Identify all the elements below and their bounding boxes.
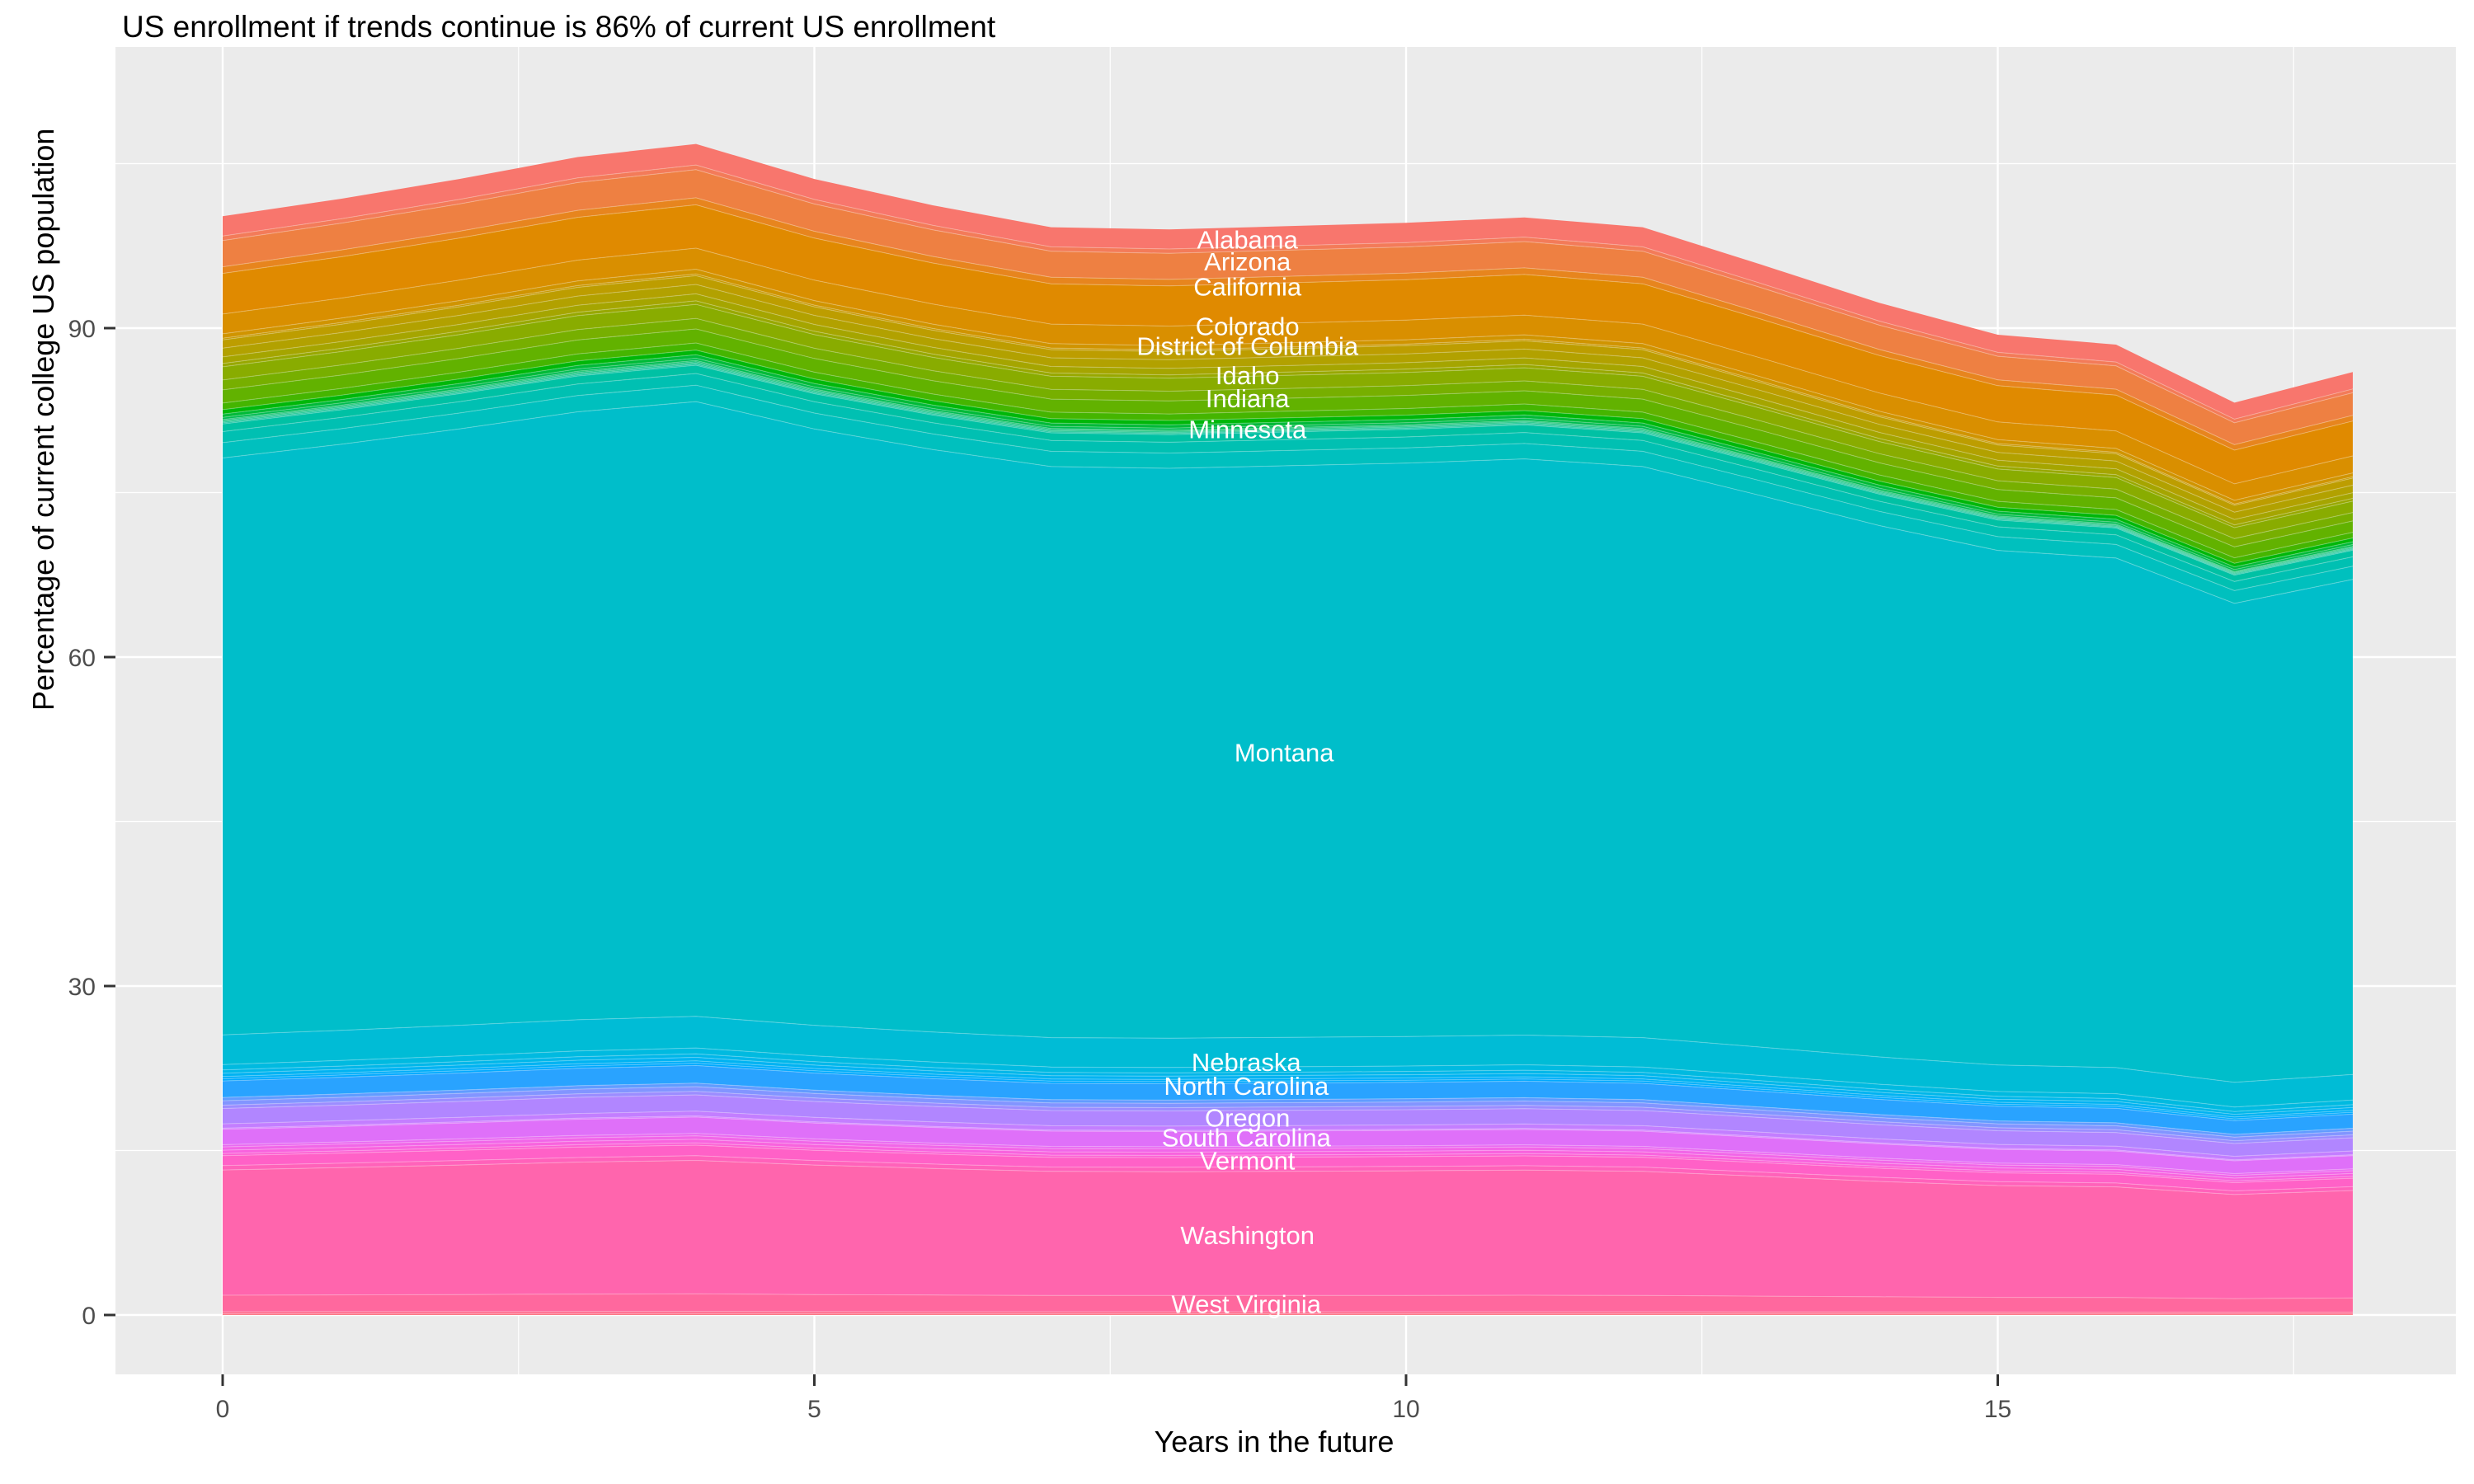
boundary-line xyxy=(222,1142,2354,1181)
boundary-line xyxy=(222,1056,2354,1115)
boundary-line xyxy=(222,303,2354,528)
boundary-line xyxy=(222,169,2354,424)
area-label-arizona: Arizona xyxy=(1204,247,1291,276)
boundary-line xyxy=(222,359,2354,572)
area-washington xyxy=(223,1160,2353,1299)
boundary-line xyxy=(222,1016,2354,1083)
tick-labels: 0 5 10 15 0 30 60 90 xyxy=(68,316,2012,1423)
area-vermont xyxy=(223,1145,2353,1191)
area-label-indiana: Indiana xyxy=(1206,384,1290,413)
area-label-montana: Montana xyxy=(1235,739,1334,768)
boundary-line xyxy=(222,1064,2354,1121)
boundary-line xyxy=(222,204,2354,451)
area-label-oregon: Oregon xyxy=(1205,1104,1290,1133)
boundary-line xyxy=(222,275,2354,506)
boundary-line xyxy=(222,1293,2354,1299)
boundary-line xyxy=(222,300,2354,526)
boundary-line xyxy=(222,247,2354,485)
area-nebraska xyxy=(223,1016,2353,1107)
boundary-line xyxy=(222,1116,2354,1162)
boundary-line xyxy=(222,1135,2354,1176)
boundary-line xyxy=(222,357,2354,571)
boundary-line xyxy=(222,284,2354,513)
boundary-line xyxy=(222,364,2354,576)
area-wisconsin xyxy=(223,1311,2353,1314)
boundary-line xyxy=(222,1060,2354,1118)
area-south-carolina xyxy=(223,1116,2353,1174)
area-label-north-carolina: North Carolina xyxy=(1164,1072,1329,1101)
area-label-minnesota: Minnesota xyxy=(1188,415,1307,444)
area-montana xyxy=(223,402,2353,1082)
area-label-idaho: Idaho xyxy=(1216,361,1280,390)
boundary-line xyxy=(222,1111,2354,1158)
boundary-line xyxy=(222,273,2354,505)
boundary-line xyxy=(222,1144,2354,1184)
boundary-line xyxy=(222,268,2354,501)
area-label-washington: Washington xyxy=(1180,1221,1315,1250)
boundary-line xyxy=(222,1091,2354,1142)
boundary-line xyxy=(222,342,2354,559)
area-label-west-virginia: West Virginia xyxy=(1172,1290,1322,1319)
boundary-line xyxy=(222,354,2354,568)
boundary-line xyxy=(222,1053,2354,1112)
boundary-line xyxy=(222,1115,2354,1161)
tick-marks xyxy=(104,326,1999,1386)
area-label-colorado: Colorado xyxy=(1196,312,1300,340)
boundary-line xyxy=(222,1047,2354,1108)
area-oregon xyxy=(223,1095,2353,1157)
boundary-line xyxy=(222,384,2354,591)
area-label-vermont: Vermont xyxy=(1200,1146,1296,1175)
boundary-line xyxy=(222,328,2354,547)
boundary-line xyxy=(222,1311,2354,1313)
boundary-line xyxy=(222,364,2354,575)
boundary-line xyxy=(222,293,2354,520)
plot-title: US enrollment if trends continue is 86% … xyxy=(122,10,996,44)
area-boundary-lines xyxy=(222,164,2354,1315)
area-label-alabama: Alabama xyxy=(1197,225,1299,254)
boundary-line xyxy=(222,1063,2354,1120)
x-axis-title: Years in the future xyxy=(1154,1425,1395,1458)
boundary-line xyxy=(222,197,2354,445)
boundary-line xyxy=(222,317,2354,539)
area-wyoming xyxy=(223,1313,2353,1315)
area-west-virginia xyxy=(223,1294,2353,1313)
boundary-line xyxy=(222,373,2354,582)
y-tick-label: 0 xyxy=(82,1303,96,1330)
boundary-line xyxy=(222,164,2354,420)
y-tick-label: 30 xyxy=(68,974,96,1001)
boundary-line xyxy=(222,361,2354,573)
boundary-line xyxy=(222,350,2354,564)
area-label-nebraska: Nebraska xyxy=(1192,1048,1301,1077)
boundary-line xyxy=(222,1155,2354,1192)
y-tick-label: 60 xyxy=(68,645,96,672)
boundary-line xyxy=(222,401,2354,604)
boundary-line xyxy=(222,1133,2354,1175)
boundary-line xyxy=(222,1094,2354,1144)
x-tick-label: 10 xyxy=(1392,1396,1419,1423)
boundary-line xyxy=(222,362,2354,574)
x-tick-label: 15 xyxy=(1984,1396,2011,1423)
boundary-line xyxy=(222,1159,2354,1195)
y-tick-label: 90 xyxy=(68,316,96,343)
area-north-carolina xyxy=(223,1065,2353,1134)
area-label-south-carolina: South Carolina xyxy=(1162,1124,1332,1153)
area-label-california: California xyxy=(1193,272,1302,301)
stacked-areas xyxy=(223,143,2353,1315)
boundary-line xyxy=(222,1139,2354,1179)
x-tick-label: 5 xyxy=(807,1396,821,1423)
x-tick-label: 0 xyxy=(216,1396,230,1423)
area-label-district-of-columbia: District of Columbia xyxy=(1136,331,1358,360)
boundary-line xyxy=(222,1082,2354,1135)
boundary-line xyxy=(222,1086,2354,1138)
